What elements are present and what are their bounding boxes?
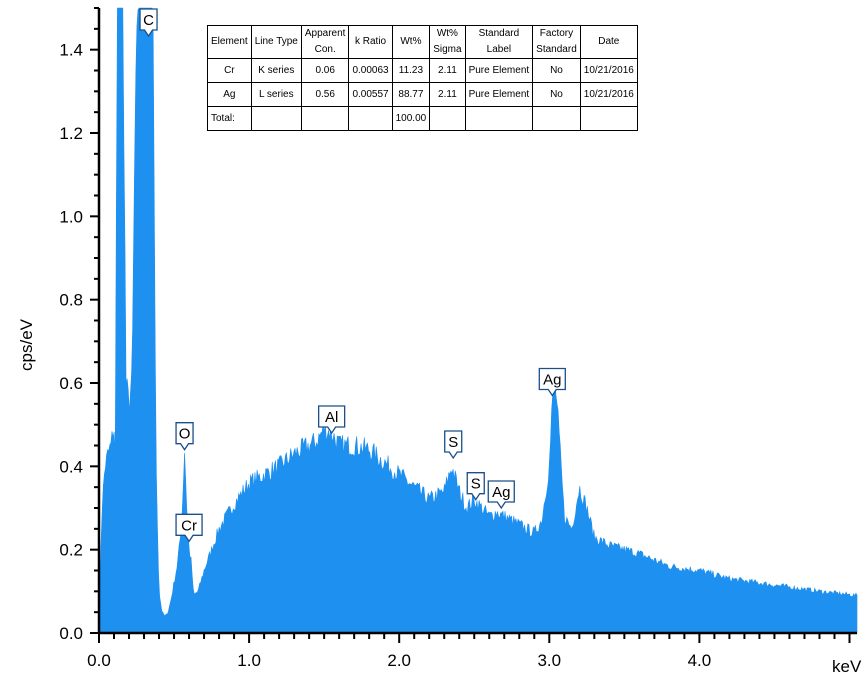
results-cell: L series [250, 82, 302, 107]
results-header-cell: Date [579, 25, 638, 59]
peak-label-box [318, 405, 346, 435]
results-cell [300, 106, 350, 131]
y-tick-label: 0.0 [59, 624, 83, 643]
results-body: Cr K series 0.06 0.00063 11.23 2.11 Pure Eleme… [207, 58, 638, 131]
results-cell: 0.00557 [348, 82, 393, 107]
peak-label-al: Al [318, 405, 346, 435]
peak-label-s: S [444, 430, 463, 460]
results-cell: No [532, 58, 581, 83]
y-tick-label: 1.2 [59, 124, 83, 143]
results-row: Ag L series 0.56 0.00557 88.77 2.11 Pure Eleme… [207, 82, 638, 107]
peak-label-o: O [175, 422, 194, 451]
peak-labels: C O Cr Al S S Ag Ag [139, 8, 566, 543]
peak-label-text: C [143, 12, 154, 29]
x-tick-label: 2.0 [387, 651, 411, 670]
results-cell: Pure Element [464, 58, 534, 83]
results-header-cell: Element [207, 25, 252, 59]
peak-label-cr: Cr [175, 513, 203, 543]
x-axis-title: keV [832, 657, 862, 676]
peak-label-box [175, 422, 194, 451]
y-tick-label: 0.2 [59, 541, 83, 560]
results-row: Total: 100.00 [207, 106, 638, 131]
results-table: Element Line Type Apparent Con. k Ratio Wt% Wt… [207, 25, 638, 131]
y-tick-label: 0.8 [59, 291, 83, 310]
y-tick-label: 1.4 [59, 41, 83, 60]
results-cell: Cr [207, 58, 252, 83]
results-cell [250, 106, 302, 131]
peak-label-text: Al [325, 409, 338, 426]
axes-layer: 0.0 0.2 0.4 0.6 0.8 1.0 1.2 1.4 0.0 1.0 2.0 3.0 4.0 [59, 7, 857, 670]
peak-label-s: S [466, 472, 485, 501]
peak-label-ag: Ag [487, 480, 515, 510]
results-cell [532, 106, 581, 131]
peak-label-box [487, 480, 515, 510]
results-cell: 0.00063 [348, 58, 393, 83]
peak-label-text: Cr [181, 517, 197, 534]
peak-label-box [139, 8, 158, 38]
results-header-cell: Standard Label [464, 25, 534, 59]
x-tick-label: 0.0 [87, 651, 111, 670]
results-header-cell: Factory Standard [532, 25, 581, 59]
y-tick-label: 1.0 [59, 207, 83, 226]
results-cell: 0.06 [300, 58, 350, 83]
results-cell: Pure Element [464, 82, 534, 107]
peak-label-text: Ag [543, 372, 561, 389]
peak-label-c: C [139, 8, 158, 38]
results-cell: 10/21/2016 [579, 82, 638, 107]
results-cell: K series [250, 58, 302, 83]
x-tick-label: 4.0 [688, 651, 712, 670]
x-tick-label: 3.0 [537, 651, 561, 670]
peak-label-box [538, 367, 566, 397]
results-cell: Ag [207, 82, 252, 107]
results-header-cell: Wt% [391, 25, 431, 59]
results-cell [579, 106, 638, 131]
peak-label-box [175, 513, 203, 543]
results-row: Cr K series 0.06 0.00063 11.23 2.11 Pure Eleme… [207, 58, 638, 83]
results-cell [348, 106, 393, 131]
results-cell: 88.77 [391, 82, 431, 107]
results-cell [464, 106, 534, 131]
y-tick-label: 0.6 [59, 374, 83, 393]
y-axis-title: cps/eV [17, 318, 36, 371]
results-cell: 0.56 [300, 82, 350, 107]
results-cell: 10/21/2016 [579, 58, 638, 83]
results-cell: No [532, 82, 581, 107]
peak-label-text: Ag [492, 484, 510, 501]
spectrum-layer [98, 7, 858, 634]
spectrum-area [98, 7, 858, 634]
peak-label-ag: Ag [538, 367, 566, 397]
x-tick-label: 1.0 [237, 651, 261, 670]
results-cell: 11.23 [391, 58, 431, 83]
peak-label-text: S [471, 476, 481, 493]
results-cell: 100.00 [391, 106, 431, 131]
results-cell: 2.11 [429, 82, 466, 107]
y-tick-label: 0.4 [59, 457, 83, 476]
peak-label-text: S [448, 434, 458, 451]
results-cell [429, 106, 466, 131]
results-cell: 2.11 [429, 58, 466, 83]
results-header-row: Element Line Type Apparent Con. k Ratio Wt% Wt… [207, 25, 638, 59]
results-header-cell: k Ratio [348, 25, 393, 59]
results-header-cell: Line Type [250, 25, 302, 59]
results-header-cell: Wt% Sigma [429, 25, 466, 59]
peak-label-box [444, 430, 463, 460]
results-cell: Total: [207, 106, 252, 131]
peak-label-box [466, 472, 485, 501]
results-header-cell: Apparent Con. [300, 25, 350, 59]
peak-label-text: O [179, 426, 191, 443]
